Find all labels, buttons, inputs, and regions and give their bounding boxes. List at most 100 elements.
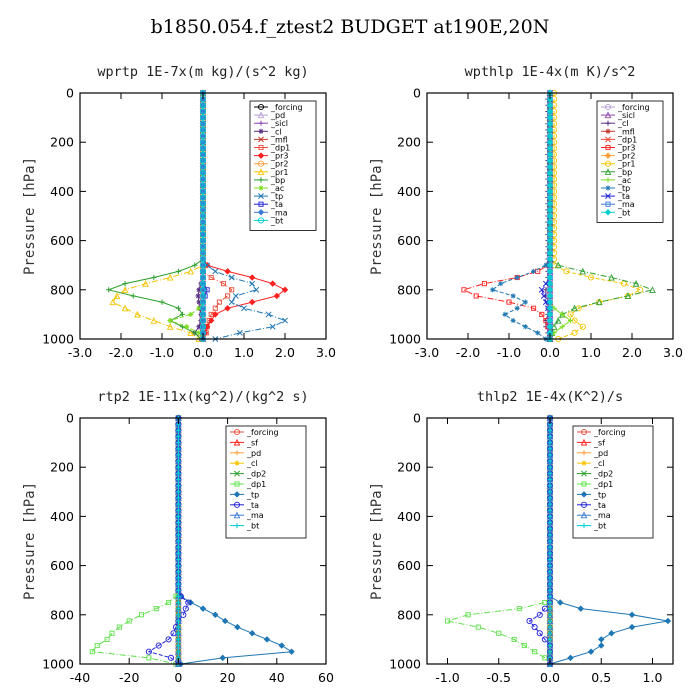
legend-entry: _sicl <box>617 111 635 120</box>
data-point <box>175 470 181 476</box>
series-tp <box>490 90 553 342</box>
data-point <box>199 102 207 109</box>
data-point <box>571 329 578 336</box>
legend-marker <box>581 450 587 456</box>
data-point <box>547 569 553 575</box>
data-point <box>121 304 129 312</box>
x-tick-label: 20 <box>220 670 236 685</box>
legend-entry: _cl <box>617 119 629 128</box>
data-point <box>567 311 574 318</box>
legend-entry: _ac <box>617 176 631 185</box>
x-tick-label: -20 <box>119 670 139 685</box>
legend-entry: _sf <box>593 438 605 447</box>
x-tick-label: 2.0 <box>275 345 295 360</box>
data-point <box>546 151 554 158</box>
legend-entry: _ac <box>270 184 284 193</box>
data-point <box>175 575 181 581</box>
data-point <box>490 287 496 293</box>
data-point <box>567 654 574 662</box>
data-point <box>207 317 215 324</box>
data-point <box>249 280 256 287</box>
data-point <box>531 268 537 274</box>
legend-marker <box>234 481 240 487</box>
legend-entry: _forcing <box>617 103 650 112</box>
legend-marker <box>234 450 240 456</box>
legend-marker <box>233 428 241 436</box>
data-point <box>199 176 207 183</box>
legend-marker <box>605 136 611 143</box>
data-point <box>199 299 207 306</box>
legend-entry: _dp1 <box>270 144 290 153</box>
legend-entry: _bp <box>617 168 632 177</box>
data-point <box>155 642 162 649</box>
data-point <box>199 292 207 300</box>
data-point <box>188 311 194 317</box>
data-point <box>546 120 554 127</box>
data-point <box>547 538 553 544</box>
data-point <box>145 648 152 655</box>
data-point <box>546 102 554 109</box>
data-point <box>531 624 538 631</box>
data-point <box>175 532 181 538</box>
data-point <box>199 605 207 612</box>
chart-title: rtp2 1E-11x(kg^2)/(kg^2 s) <box>97 389 308 405</box>
x-tick-label: 0.0 <box>193 345 213 360</box>
data-point <box>175 593 181 599</box>
legend-marker <box>257 152 265 159</box>
data-point <box>175 630 181 636</box>
legend-marker <box>604 111 612 119</box>
data-point <box>559 324 565 330</box>
legend-entry: _dp2 <box>593 470 613 479</box>
y-tick-label: 400 <box>397 184 421 199</box>
data-point <box>175 483 181 489</box>
data-point <box>199 237 207 244</box>
series-bp <box>106 90 206 342</box>
legend-marker <box>233 511 241 519</box>
data-point <box>547 519 553 526</box>
legend-marker <box>257 160 265 167</box>
data-point <box>511 636 517 642</box>
data-point <box>199 145 207 152</box>
x-tick-label: -1.0 <box>497 345 521 360</box>
y-tick-label: 0 <box>413 86 421 101</box>
legend-entry: _bt <box>593 522 606 531</box>
data-point <box>546 200 554 207</box>
data-point <box>234 623 241 631</box>
legend-entry: _bt <box>246 522 259 531</box>
data-point <box>109 630 115 636</box>
data-point <box>151 274 157 281</box>
x-tick-label: 0.0 <box>540 670 560 685</box>
data-point <box>539 311 545 317</box>
data-point <box>175 507 181 513</box>
data-point <box>547 433 553 440</box>
data-point <box>587 274 595 281</box>
data-point <box>175 642 181 649</box>
data-point <box>187 267 195 275</box>
x-tick-label: -3.0 <box>68 345 92 360</box>
data-point <box>220 281 227 287</box>
data-point <box>546 231 554 238</box>
legend-marker <box>604 209 612 216</box>
data-point <box>199 169 207 176</box>
series-ta <box>145 414 192 668</box>
data-point <box>212 611 219 619</box>
legend-marker <box>604 160 612 167</box>
data-point <box>175 464 181 470</box>
y-tick-label: 800 <box>397 282 421 297</box>
data-point <box>547 624 553 630</box>
data-point <box>546 95 554 103</box>
y-axis-label: Pressure [hPa] <box>369 482 385 600</box>
data-point <box>546 280 554 287</box>
legend-entry: _pd <box>246 449 261 458</box>
data-point <box>546 175 554 183</box>
data-point <box>199 132 207 140</box>
legend-marker <box>605 128 611 134</box>
data-point <box>113 292 121 299</box>
data-point <box>224 268 231 275</box>
data-point <box>624 292 632 299</box>
legend-entry: _sicl <box>270 119 288 128</box>
data-point <box>598 636 605 643</box>
legend-marker <box>580 428 588 436</box>
data-point <box>514 274 520 281</box>
